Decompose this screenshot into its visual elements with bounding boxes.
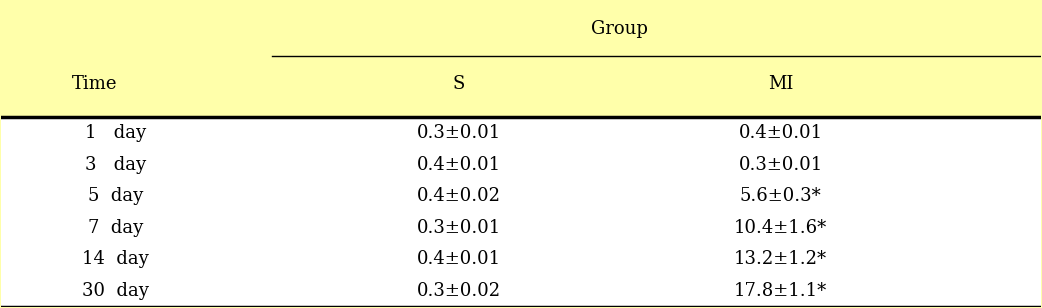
Text: 0.3±0.02: 0.3±0.02 <box>417 282 501 300</box>
Text: 0.4±0.02: 0.4±0.02 <box>417 187 500 205</box>
Bar <box>1 117 1041 306</box>
Text: 30  day: 30 day <box>82 282 149 300</box>
Text: 0.3±0.01: 0.3±0.01 <box>417 124 501 142</box>
Text: 0.4±0.01: 0.4±0.01 <box>739 124 823 142</box>
Text: 10.4±1.6*: 10.4±1.6* <box>735 219 827 237</box>
Text: Group: Group <box>591 20 648 38</box>
Text: S: S <box>452 75 465 93</box>
Text: 17.8±1.1*: 17.8±1.1* <box>735 282 827 300</box>
Text: 5  day: 5 day <box>89 187 144 205</box>
Text: 13.2±1.2*: 13.2±1.2* <box>735 250 827 268</box>
Text: 14  day: 14 day <box>82 250 149 268</box>
Text: 0.4±0.01: 0.4±0.01 <box>417 156 501 174</box>
Text: 0.4±0.01: 0.4±0.01 <box>417 250 501 268</box>
Text: 5.6±0.3*: 5.6±0.3* <box>740 187 822 205</box>
Text: 1   day: 1 day <box>85 124 146 142</box>
Text: MI: MI <box>768 75 794 93</box>
Text: Time: Time <box>72 75 118 93</box>
Text: 3   day: 3 day <box>85 156 146 174</box>
Text: 0.3±0.01: 0.3±0.01 <box>739 156 823 174</box>
Text: 7  day: 7 day <box>89 219 144 237</box>
Text: 0.3±0.01: 0.3±0.01 <box>417 219 501 237</box>
